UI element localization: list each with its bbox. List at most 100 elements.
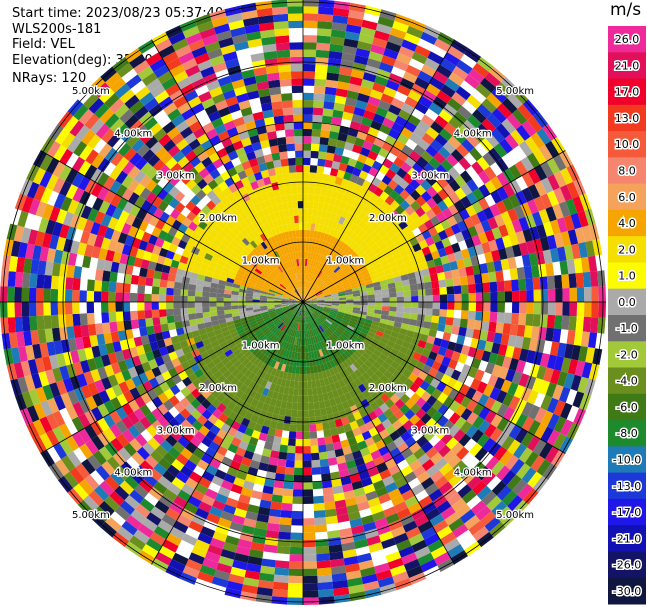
velocity-bin — [87, 232, 98, 246]
velocity-bin — [75, 337, 85, 350]
velocity-bin — [326, 234, 333, 243]
velocity-bin — [347, 577, 363, 587]
velocity-bin — [381, 288, 390, 294]
velocity-bin — [318, 224, 324, 233]
velocity-bin — [196, 210, 207, 221]
velocity-bin — [249, 355, 258, 364]
velocity-bin — [339, 362, 347, 371]
velocity-bin — [137, 310, 146, 320]
velocity-bin — [250, 275, 258, 282]
velocity-bin — [460, 395, 472, 409]
velocity-bin — [361, 19, 378, 31]
velocity-bin — [278, 64, 291, 73]
velocity-bin — [201, 398, 212, 410]
velocity-bin — [378, 353, 388, 362]
velocity-bin — [566, 329, 576, 345]
velocity-bin — [280, 195, 288, 204]
velocity-bin — [259, 22, 275, 32]
velocity-bin — [431, 388, 443, 400]
velocity-bin — [389, 145, 402, 157]
velocity-bin — [344, 286, 352, 291]
velocity-bin — [276, 309, 284, 314]
velocity-bin — [308, 292, 315, 298]
velocity-bin — [424, 281, 433, 290]
velocity-bin — [123, 442, 137, 457]
velocity-bin — [289, 237, 294, 246]
velocity-bin — [327, 316, 335, 322]
velocity-bin — [255, 315, 263, 321]
velocity-bin — [321, 332, 327, 340]
velocity-bin — [0, 302, 8, 318]
velocity-bin — [345, 497, 358, 507]
velocity-bin — [482, 437, 496, 452]
velocity-bin — [175, 138, 189, 151]
velocity-bin — [568, 273, 577, 288]
velocity-bin — [351, 287, 360, 292]
velocity-bin — [248, 380, 257, 390]
velocity-bin — [286, 277, 292, 285]
velocity-bin — [560, 419, 574, 437]
velocity-bin — [185, 32, 203, 45]
velocity-bin — [321, 286, 328, 292]
velocity-bin — [312, 336, 317, 344]
velocity-bin — [224, 587, 242, 599]
velocity-bin — [349, 263, 358, 271]
velocity-bin — [259, 185, 268, 195]
velocity-bin — [238, 265, 247, 273]
velocity-bin — [321, 414, 329, 424]
velocity-bin — [275, 330, 282, 337]
velocity-bin — [150, 506, 166, 520]
velocity-bin — [317, 304, 325, 307]
velocity-bin — [268, 457, 279, 466]
velocity-bin — [357, 316, 366, 323]
velocity-bin — [443, 141, 456, 155]
velocity-bin — [241, 433, 252, 444]
velocity-bin — [277, 414, 285, 424]
velocity-bin — [411, 302, 419, 308]
velocity-bin — [86, 302, 95, 314]
velocity-bin — [312, 121, 322, 130]
velocity-bin — [282, 224, 288, 233]
velocity-bin — [322, 310, 330, 316]
velocity-bin — [385, 79, 400, 92]
velocity-bin — [493, 446, 508, 461]
velocity-bin — [405, 194, 416, 206]
velocity-bin — [220, 549, 236, 560]
velocity-bin — [164, 360, 175, 371]
velocity-bin — [352, 427, 362, 437]
velocity-bin — [364, 318, 373, 325]
velocity-bin — [378, 341, 387, 349]
velocity-bin — [370, 449, 382, 461]
velocity-bin — [170, 429, 183, 442]
velocity-bin — [373, 137, 385, 148]
velocity-bin — [225, 258, 235, 266]
velocity-bin — [351, 243, 360, 251]
velocity-bin — [308, 193, 315, 202]
velocity-bin — [454, 302, 462, 311]
velocity-bin — [527, 419, 541, 436]
velocity-bin — [474, 369, 485, 382]
velocity-bin — [216, 306, 225, 311]
velocity-bin — [303, 136, 312, 144]
velocity-bin — [289, 172, 297, 180]
velocity-bin — [252, 229, 260, 238]
velocity-bin — [282, 280, 289, 287]
velocity-bin — [215, 348, 225, 357]
velocity-bin — [315, 278, 322, 286]
velocity-bin — [367, 356, 376, 365]
velocity-bin — [355, 48, 371, 59]
velocity-bin — [484, 180, 497, 194]
velocity-bin — [77, 348, 87, 362]
velocity-bin — [225, 212, 235, 222]
velocity-bin — [352, 293, 361, 297]
velocity-bin — [190, 409, 202, 420]
velocity-bin — [230, 251, 239, 259]
velocity-bin — [383, 86, 397, 98]
velocity-bin — [253, 291, 261, 296]
velocity-bin — [94, 211, 106, 225]
velocity-bin — [325, 189, 333, 198]
velocity-bin — [250, 322, 258, 329]
velocity-bin — [407, 501, 422, 515]
velocity-bin — [226, 221, 236, 231]
velocity-bin — [161, 222, 172, 234]
